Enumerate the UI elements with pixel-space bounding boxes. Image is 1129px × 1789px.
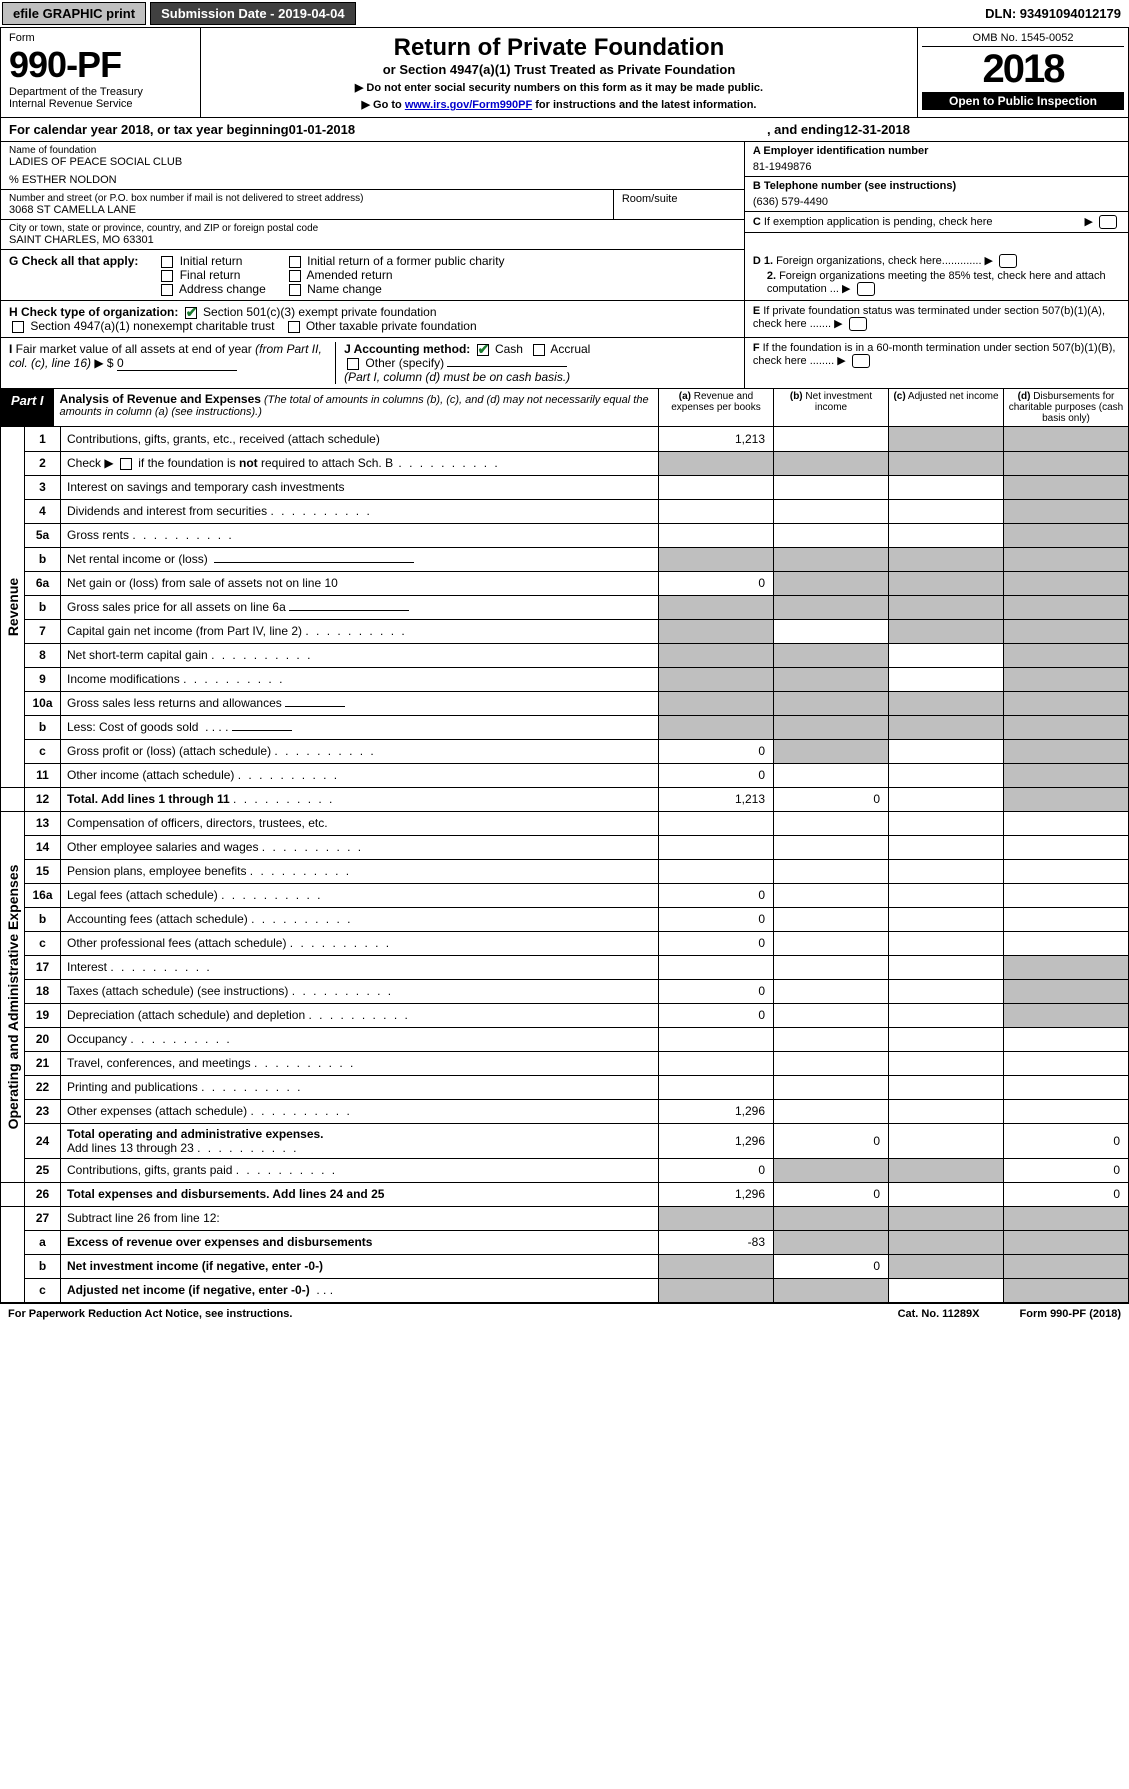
j-note: (Part I, column (d) must be on cash basi… bbox=[344, 370, 570, 384]
form-number: 990-PF bbox=[9, 44, 192, 86]
d2: 2. Foreign organizations meeting the 85%… bbox=[753, 270, 1120, 296]
f-label: F If the foundation is in a 60-month ter… bbox=[745, 338, 1128, 388]
dept2: Internal Revenue Service bbox=[9, 98, 192, 110]
col-d-head: (d) Disbursements for charitable purpose… bbox=[1003, 389, 1128, 426]
chk-schb[interactable] bbox=[120, 458, 132, 470]
chk-final[interactable] bbox=[161, 270, 173, 282]
g-d-row: G Check all that apply: Initial return F… bbox=[0, 250, 1129, 301]
d1: D 1. Foreign organizations, check here..… bbox=[753, 254, 1120, 268]
ein: 81-1949876 bbox=[753, 161, 1120, 173]
chk-e[interactable] bbox=[849, 317, 867, 331]
chk-4947[interactable] bbox=[12, 321, 24, 333]
room-label: Room/suite bbox=[614, 190, 744, 219]
phone: (636) 579-4490 bbox=[753, 196, 1120, 208]
form-word: Form bbox=[9, 32, 192, 44]
entity-block: Name of foundation LADIES OF PEACE SOCIA… bbox=[0, 142, 1129, 250]
foundation-name: LADIES OF PEACE SOCIAL CLUB bbox=[9, 156, 736, 168]
footer-form: Form 990-PF (2018) bbox=[1020, 1308, 1122, 1320]
c-checkbox[interactable] bbox=[1099, 215, 1117, 229]
dept1: Department of the Treasury bbox=[9, 86, 192, 98]
dln: DLN: 93491094012179 bbox=[985, 6, 1127, 21]
h-e-row: H Check type of organization: Section 50… bbox=[0, 301, 1129, 338]
chk-initial-former[interactable] bbox=[289, 256, 301, 268]
top-bar: efile GRAPHIC print Submission Date - 20… bbox=[0, 0, 1129, 28]
g-label: G Check all that apply: bbox=[9, 254, 138, 268]
chk-address[interactable] bbox=[161, 284, 173, 296]
form-title: Return of Private Foundation bbox=[207, 34, 911, 62]
efile-btn[interactable]: efile GRAPHIC print bbox=[2, 2, 146, 25]
city: SAINT CHARLES, MO 63301 bbox=[9, 234, 736, 246]
chk-f[interactable] bbox=[852, 354, 870, 368]
footer-left: For Paperwork Reduction Act Notice, see … bbox=[8, 1308, 292, 1320]
street-label: Number and street (or P.O. box number if… bbox=[9, 193, 605, 204]
col-a-head: (a) Revenue and expenses per books bbox=[658, 389, 773, 426]
form-subtitle: or Section 4947(a)(1) Trust Treated as P… bbox=[207, 62, 911, 77]
city-label: City or town, state or province, country… bbox=[9, 223, 736, 234]
omb: OMB No. 1545-0052 bbox=[922, 32, 1124, 47]
public-badge: Open to Public Inspection bbox=[922, 92, 1124, 110]
footer: For Paperwork Reduction Act Notice, see … bbox=[0, 1303, 1129, 1324]
submission-btn[interactable]: Submission Date - 2019-04-04 bbox=[150, 2, 356, 25]
j-label: J Accounting method: bbox=[344, 342, 470, 356]
c-label: C If exemption application is pending, c… bbox=[753, 216, 993, 228]
part1-header: Part I Analysis of Revenue and Expenses … bbox=[0, 389, 1129, 427]
side-expenses: Operating and Administrative Expenses bbox=[5, 864, 21, 1129]
chk-d2[interactable] bbox=[857, 282, 875, 296]
phone-label: B Telephone number (see instructions) bbox=[753, 180, 956, 192]
i-j-f-row: I Fair market value of all assets at end… bbox=[0, 338, 1129, 389]
h-label: H Check type of organization: bbox=[9, 305, 178, 319]
chk-d1[interactable] bbox=[999, 254, 1017, 268]
note-ssn: ▶ Do not enter social security numbers o… bbox=[207, 81, 911, 94]
chk-amended[interactable] bbox=[289, 270, 301, 282]
side-revenue: Revenue bbox=[5, 578, 21, 636]
care-of: % ESTHER NOLDON bbox=[9, 174, 736, 186]
chk-accrual[interactable] bbox=[533, 344, 545, 356]
footer-cat: Cat. No. 11289X bbox=[898, 1308, 980, 1320]
calendar-year-row: For calendar year 2018, or tax year begi… bbox=[0, 118, 1129, 142]
ein-label: A Employer identification number bbox=[753, 145, 929, 157]
col-b-head: (b) Net investment income bbox=[773, 389, 888, 426]
chk-other-tax[interactable] bbox=[288, 321, 300, 333]
name-label: Name of foundation bbox=[9, 145, 736, 156]
part1-table: Revenue 1Contributions, gifts, grants, e… bbox=[0, 427, 1129, 1303]
tax-year: 2018 bbox=[922, 47, 1124, 92]
part1-tag: Part I bbox=[1, 389, 54, 426]
form-header: Form 990-PF Department of the Treasury I… bbox=[0, 28, 1129, 118]
chk-other-acct[interactable] bbox=[347, 358, 359, 370]
chk-initial[interactable] bbox=[161, 256, 173, 268]
chk-namechange[interactable] bbox=[289, 284, 301, 296]
street: 3068 ST CAMELLA LANE bbox=[9, 204, 605, 216]
fmv-value: 0 bbox=[117, 356, 237, 371]
irs-link[interactable]: www.irs.gov/Form990PF bbox=[405, 99, 532, 111]
chk-cash[interactable] bbox=[477, 344, 489, 356]
e-label: E If private foundation status was termi… bbox=[745, 301, 1128, 337]
col-c-head: (c) Adjusted net income bbox=[888, 389, 1003, 426]
note-link: ▶ Go to www.irs.gov/Form990PF for instru… bbox=[207, 98, 911, 111]
chk-501c3[interactable] bbox=[185, 307, 197, 319]
part1-title: Analysis of Revenue and Expenses bbox=[60, 392, 261, 406]
